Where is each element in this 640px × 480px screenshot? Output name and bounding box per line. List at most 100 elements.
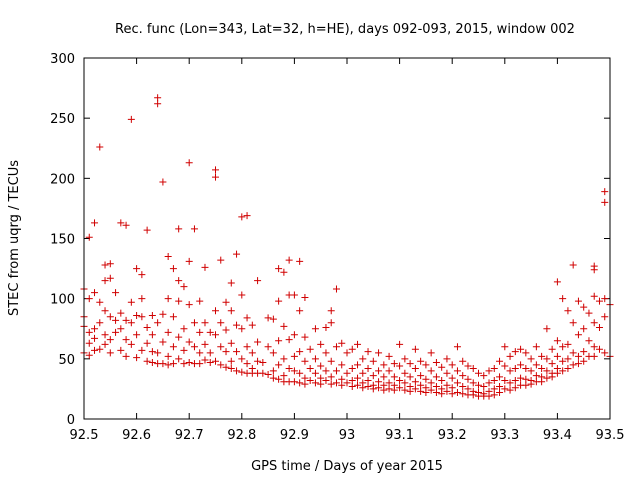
data-point bbox=[233, 348, 241, 356]
data-point bbox=[422, 389, 430, 397]
data-point bbox=[343, 349, 351, 357]
data-point bbox=[580, 303, 588, 311]
data-point bbox=[311, 369, 319, 377]
data-point bbox=[91, 334, 99, 342]
data-point bbox=[459, 357, 467, 365]
data-point bbox=[169, 313, 177, 321]
data-point bbox=[238, 213, 246, 221]
data-point bbox=[538, 364, 546, 372]
data-point bbox=[511, 376, 519, 384]
data-point bbox=[233, 367, 241, 375]
data-point bbox=[290, 331, 298, 339]
data-point bbox=[164, 352, 172, 360]
y-tick-label: 200 bbox=[50, 172, 75, 187]
data-point bbox=[222, 326, 230, 334]
data-point bbox=[427, 386, 435, 394]
data-point bbox=[359, 384, 367, 392]
data-point bbox=[206, 328, 214, 336]
data-point bbox=[254, 277, 262, 285]
data-point bbox=[427, 349, 435, 357]
data-point bbox=[180, 346, 188, 354]
data-point bbox=[390, 373, 398, 381]
data-point bbox=[264, 343, 272, 351]
data-point bbox=[327, 357, 335, 365]
data-point bbox=[401, 386, 409, 394]
data-point bbox=[480, 372, 488, 380]
x-axis-label: GPS time / Days of year 2015 bbox=[251, 459, 443, 474]
data-point bbox=[385, 367, 393, 375]
data-point bbox=[222, 298, 230, 306]
data-point bbox=[595, 324, 603, 332]
data-point bbox=[511, 384, 519, 392]
data-point bbox=[190, 343, 198, 351]
data-point bbox=[564, 364, 572, 372]
data-point bbox=[469, 379, 477, 387]
data-point bbox=[322, 324, 330, 332]
data-point bbox=[127, 319, 135, 327]
data-point bbox=[322, 376, 330, 384]
data-point bbox=[459, 383, 467, 391]
y-tick-label: 150 bbox=[50, 233, 75, 248]
y-tick-label: 300 bbox=[50, 52, 75, 67]
data-point bbox=[453, 343, 461, 351]
data-point bbox=[248, 349, 256, 357]
data-point bbox=[238, 355, 246, 363]
data-point bbox=[96, 345, 104, 353]
data-point bbox=[164, 253, 172, 261]
x-tick-label: 93.4 bbox=[543, 428, 572, 443]
data-point bbox=[96, 319, 104, 327]
data-point bbox=[206, 358, 214, 366]
data-point bbox=[364, 348, 372, 356]
data-point bbox=[343, 369, 351, 377]
data-point bbox=[212, 357, 219, 365]
x-tick-label: 92.7 bbox=[175, 428, 204, 443]
data-point bbox=[590, 343, 598, 351]
data-point bbox=[543, 355, 551, 363]
data-point bbox=[532, 343, 540, 351]
data-point bbox=[322, 367, 330, 375]
data-point bbox=[332, 343, 340, 351]
data-point bbox=[91, 346, 99, 354]
data-point bbox=[106, 260, 114, 268]
data-point bbox=[411, 345, 419, 353]
data-point bbox=[301, 357, 309, 365]
data-point bbox=[301, 293, 309, 301]
data-point bbox=[296, 257, 304, 265]
data-point bbox=[269, 374, 277, 382]
data-point bbox=[175, 297, 183, 305]
data-point bbox=[469, 364, 477, 372]
data-point bbox=[280, 268, 288, 276]
y-axis-label: STEC from uqrg / TECUs bbox=[7, 160, 22, 316]
data-point bbox=[180, 325, 188, 333]
data-point bbox=[590, 292, 598, 300]
data-point bbox=[574, 352, 582, 360]
data-point bbox=[574, 331, 582, 339]
data-point bbox=[496, 383, 504, 391]
data-point bbox=[348, 364, 356, 372]
data-point bbox=[517, 345, 525, 353]
x-tick-label: 93.5 bbox=[596, 428, 625, 443]
data-point bbox=[548, 360, 556, 368]
data-point bbox=[559, 357, 567, 365]
data-point bbox=[196, 328, 204, 336]
data-point bbox=[322, 349, 330, 357]
data-point bbox=[143, 339, 151, 347]
data-point bbox=[317, 340, 325, 348]
data-point bbox=[390, 360, 398, 368]
x-tick-label: 92.6 bbox=[122, 428, 151, 443]
data-point bbox=[543, 374, 551, 382]
data-point bbox=[574, 297, 582, 305]
y-tick-labels: 0 50 100 150 200 250 300 bbox=[50, 52, 75, 428]
data-point bbox=[301, 380, 309, 388]
data-point bbox=[506, 386, 514, 394]
data-point bbox=[553, 352, 561, 360]
data-point bbox=[522, 375, 530, 383]
data-point bbox=[464, 375, 472, 383]
data-point bbox=[364, 376, 372, 384]
data-point bbox=[290, 291, 298, 299]
data-point bbox=[348, 376, 356, 384]
data-point bbox=[227, 279, 235, 287]
data-point bbox=[559, 295, 567, 303]
data-point bbox=[233, 250, 241, 258]
data-point bbox=[506, 367, 514, 375]
